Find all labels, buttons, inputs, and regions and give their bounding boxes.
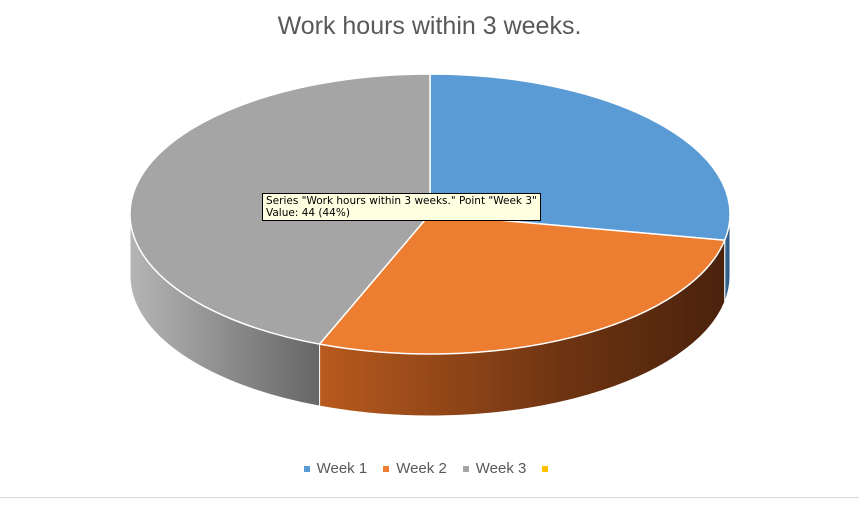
pie-slice-week-2[interactable] — [318, 213, 726, 355]
bottom-divider — [0, 497, 859, 498]
legend-entry-week-2[interactable]: Week 2 — [383, 460, 447, 477]
legend-swatch-week-3 — [462, 465, 469, 472]
legend-label-week-1: Week 1 — [316, 460, 368, 477]
legend-entry-week-3[interactable]: Week 3 — [462, 460, 527, 477]
legend-entry-week-1[interactable]: Week 1 — [303, 460, 368, 477]
legend-swatch-unnamed — [542, 465, 549, 472]
legend-entry-unnamed[interactable] — [542, 465, 555, 472]
legend-label-week-2: Week 2 — [396, 460, 447, 477]
legend-swatch-week-2 — [383, 465, 390, 472]
legend-label-week-3: Week 3 — [475, 460, 527, 477]
hover-tooltip: Series "Work hours within 3 weeks." Poin… — [262, 193, 541, 221]
legend: Week 1 Week 2 Week 3 — [0, 460, 859, 477]
chart-title: Work hours within 3 weeks. — [277, 12, 582, 40]
tooltip-series-line: Series "Work hours within 3 weeks." Poin… — [266, 195, 537, 207]
legend-swatch-week-1 — [303, 465, 310, 472]
tooltip-value-line: Value: 44 (44%) — [266, 207, 350, 219]
